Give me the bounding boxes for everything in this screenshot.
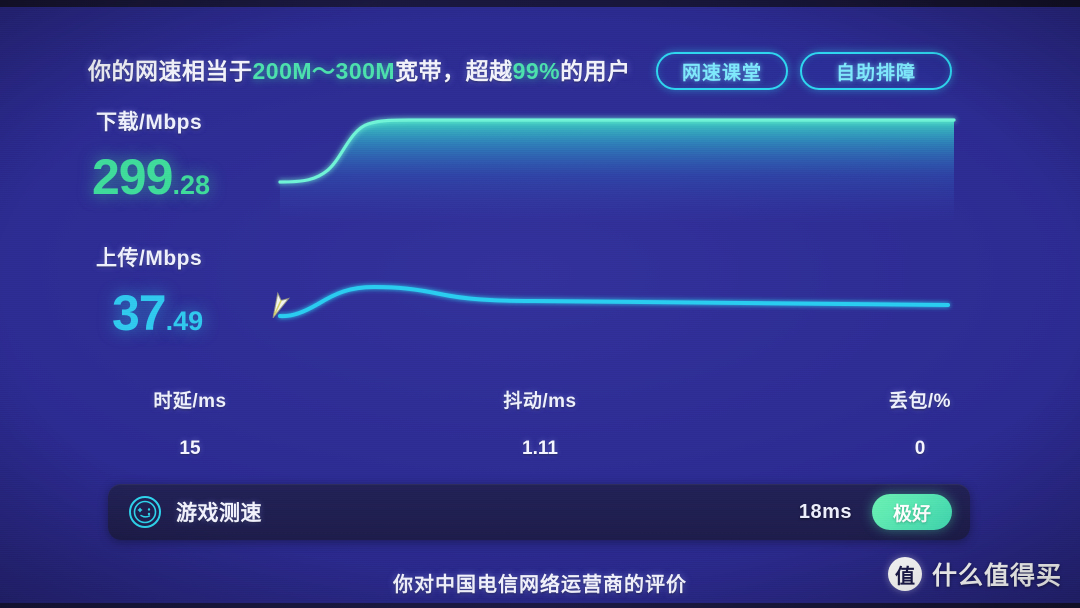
- jitter-stat-value: 1.11: [522, 438, 558, 459]
- upload-value-decimal: .49: [165, 306, 204, 336]
- self-troubleshoot-button[interactable]: 自助排障: [800, 52, 952, 90]
- upload-value-integer: 37: [112, 285, 167, 341]
- watermark: 值 什么值得买: [887, 556, 1062, 592]
- download-value-integer: 299: [92, 149, 173, 205]
- upload-speed-chart: [278, 284, 950, 319]
- download-area-fill: [280, 120, 954, 222]
- latency-stat-label: 时延/ms: [153, 391, 227, 412]
- headline: 你的网速相当于200M～300M宽带，超越99%的用户: [88, 52, 631, 86]
- packet-loss-stat: 丢包/% 0: [840, 386, 1000, 460]
- watermark-logo-icon: 值: [887, 557, 922, 591]
- network-stats-row: 时延/ms 15 抖动/ms 1.11 丢包/% 0: [80, 386, 1000, 460]
- header: 你的网速相当于200M～300M宽带，超越99%的用户 网速课堂 自助排障: [0, 22, 1080, 90]
- gamepad-circle-icon: [129, 496, 161, 528]
- jitter-stat: 抖动/ms 1.11: [460, 386, 620, 460]
- headline-bandwidth-range: 200M～300M: [252, 58, 396, 84]
- speed-class-button[interactable]: 网速课堂: [656, 52, 788, 90]
- speed-class-button-label: 网速课堂: [681, 62, 762, 84]
- headline-middle: 宽带，超越: [395, 58, 513, 84]
- game-speed-test-title: 游戏测速: [176, 502, 262, 525]
- upload-line: [278, 284, 950, 319]
- packet-loss-stat-value: 0: [914, 438, 926, 459]
- upload-value: 37.49: [112, 284, 203, 342]
- latency-stat: 时延/ms 15: [110, 386, 270, 460]
- game-speed-test-result: 18ms 极好: [799, 494, 970, 530]
- screen-top-bezel: [0, 0, 1080, 7]
- game-rating-badge[interactable]: 极好: [872, 494, 952, 530]
- game-speed-test-row[interactable]: 游戏测速 18ms 极好: [108, 484, 970, 540]
- download-speed-chart: [278, 118, 956, 222]
- download-value: 299.28: [92, 148, 210, 206]
- headline-prefix: 你的网速相当于: [88, 58, 253, 84]
- download-label: 下载/Mbps: [96, 111, 203, 134]
- screen-bottom-bezel: [0, 603, 1080, 608]
- jitter-stat-label: 抖动/ms: [503, 391, 577, 412]
- packet-loss-stat-label: 丢包/%: [888, 391, 952, 412]
- headline-percentile: 99%: [512, 58, 561, 84]
- game-latency-value: 18ms: [798, 500, 852, 523]
- download-value-decimal: .28: [172, 170, 210, 200]
- self-troubleshoot-button-label: 自助排障: [835, 62, 916, 84]
- watermark-text: 什么值得买: [931, 562, 1062, 590]
- headline-suffix: 的用户: [560, 58, 631, 84]
- upload-label: 上传/Mbps: [96, 247, 203, 270]
- latency-stat-value: 15: [179, 438, 201, 459]
